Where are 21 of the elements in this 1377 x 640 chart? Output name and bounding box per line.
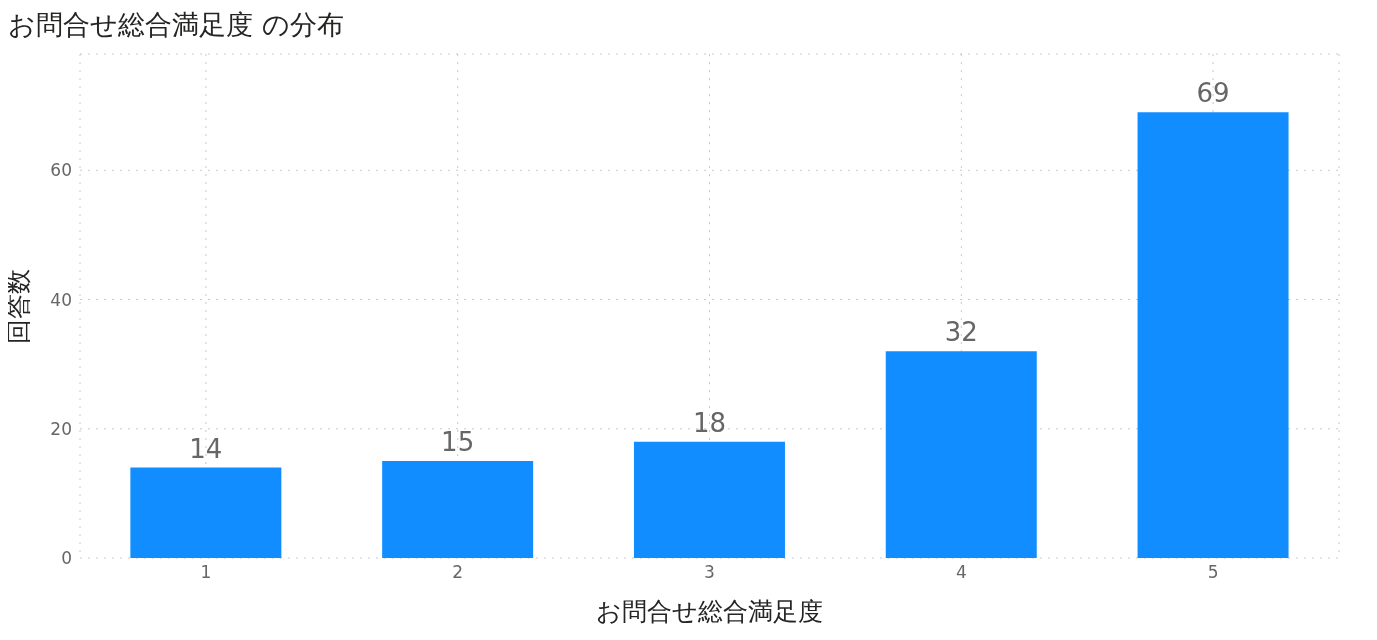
y-tick-label: 60 (50, 160, 72, 181)
data-label: 32 (944, 317, 978, 348)
x-axis-title: お問合せ総合満足度 (596, 597, 823, 626)
data-label: 69 (1196, 78, 1230, 109)
x-tick-label: 5 (1207, 562, 1219, 583)
chart-title: お問合せ総合満足度 の分布 (8, 8, 345, 42)
data-label: 15 (441, 427, 475, 458)
data-label: 14 (189, 433, 223, 464)
bar (885, 351, 1037, 558)
y-tick-label: 40 (50, 289, 72, 310)
bar (1137, 112, 1289, 558)
y-tick-label: 0 (61, 548, 72, 569)
y-tick-label: 20 (50, 418, 72, 439)
data-label: 18 (692, 407, 727, 438)
x-tick-label: 4 (955, 562, 967, 583)
bar (633, 441, 785, 558)
x-tick-label: 3 (704, 562, 715, 583)
x-tick-label: 1 (200, 562, 212, 583)
x-tick-label: 2 (452, 562, 464, 583)
bar (382, 461, 534, 558)
bar (130, 467, 282, 558)
